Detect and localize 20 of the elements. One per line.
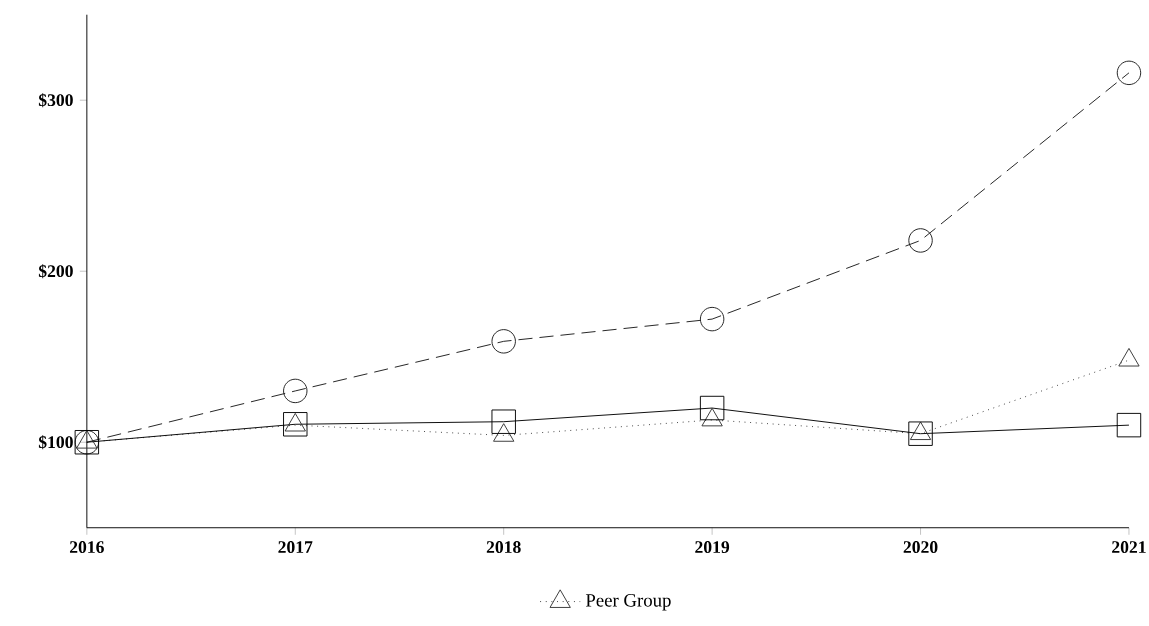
point [908, 228, 933, 253]
y-tick-label: $200 [38, 264, 73, 279]
point [699, 306, 725, 332]
point [908, 421, 933, 446]
point [1116, 412, 1142, 438]
point [283, 378, 308, 404]
x-tick-label: 2019 [695, 541, 730, 554]
x-tick-label: 2021 [1112, 541, 1146, 554]
point [283, 412, 308, 437]
legend-label: Peer Group [585, 594, 671, 611]
x-tick-label: 2016 [69, 541, 104, 554]
point [1116, 60, 1142, 86]
point [491, 409, 516, 434]
x-tick-label: 2020 [903, 541, 938, 554]
x-tick-label: 2018 [486, 541, 521, 554]
y-tick-label: $300 [38, 93, 73, 108]
point [491, 329, 516, 354]
point [699, 395, 725, 421]
y-tick-label: $100 [38, 435, 73, 450]
x-tick-label: 2017 [278, 541, 313, 554]
